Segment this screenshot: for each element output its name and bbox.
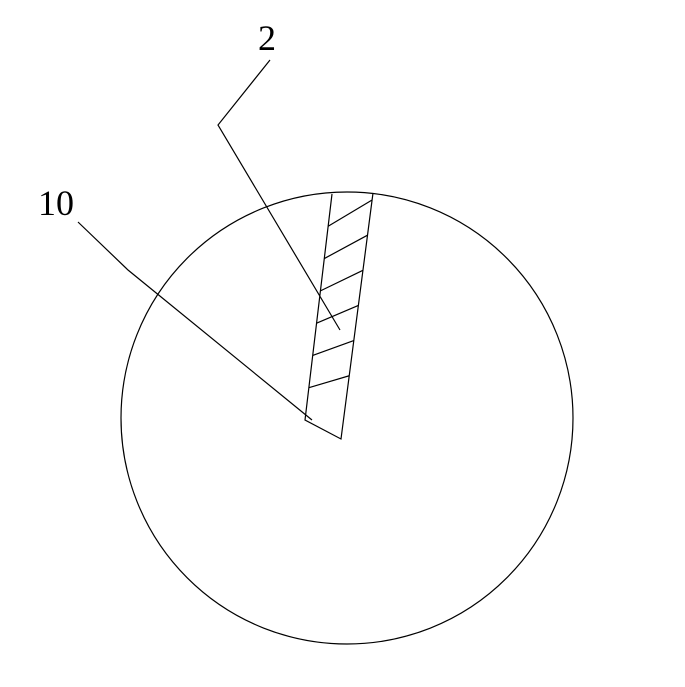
radial-slit-outline: [305, 193, 373, 439]
outer-circle: [121, 192, 573, 644]
technical-diagram: 2 10: [0, 0, 685, 687]
leader-line-10: [78, 222, 312, 420]
callout-label-10: 10: [38, 183, 74, 223]
leader-line-2: [218, 60, 340, 330]
callout-label-2: 2: [258, 18, 276, 58]
